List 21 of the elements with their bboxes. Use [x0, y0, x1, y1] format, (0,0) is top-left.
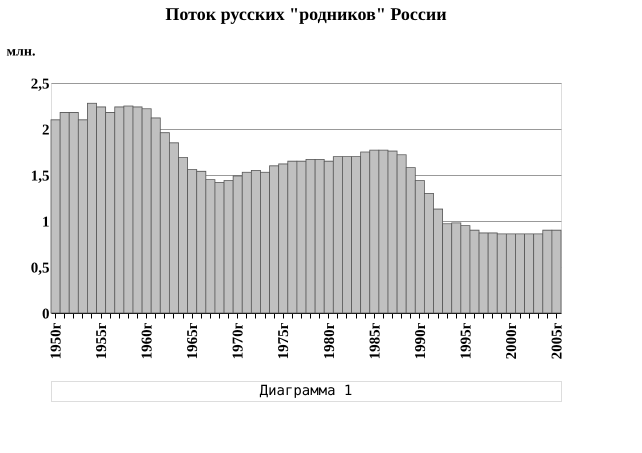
x-tick-label: 1995г — [458, 322, 474, 360]
x-tick-label: 1990г — [412, 322, 429, 360]
y-tick-label: 2 — [42, 122, 50, 138]
text: Диаграмма 1 — [260, 383, 352, 399]
x-tick-label: 1975г — [276, 322, 292, 360]
x-tick-label: 1980г — [322, 322, 338, 360]
x-tick-label: 2000г — [504, 322, 520, 360]
y-tick-label: 2,5 — [30, 76, 50, 92]
x-tick-label: 2005г — [549, 322, 566, 360]
y-axis-title: млн. — [6, 44, 36, 60]
x-tick-label: 1965г — [185, 322, 202, 360]
chart-title: Поток русских "родников" России — [165, 4, 447, 24]
x-tick-label: 1985г — [367, 322, 384, 360]
y-tick-label: 0,5 — [30, 260, 50, 276]
x-tick-label: 1950г — [48, 322, 65, 360]
x-tick-label: 1970г — [230, 322, 247, 360]
y-tick-label: 1,5 — [30, 168, 50, 184]
y-tick-label: 0 — [42, 306, 50, 322]
x-tick-label: 1960г — [140, 322, 156, 360]
x-tick-label: 1955г — [94, 322, 110, 360]
y-tick-label: 1 — [42, 214, 50, 230]
